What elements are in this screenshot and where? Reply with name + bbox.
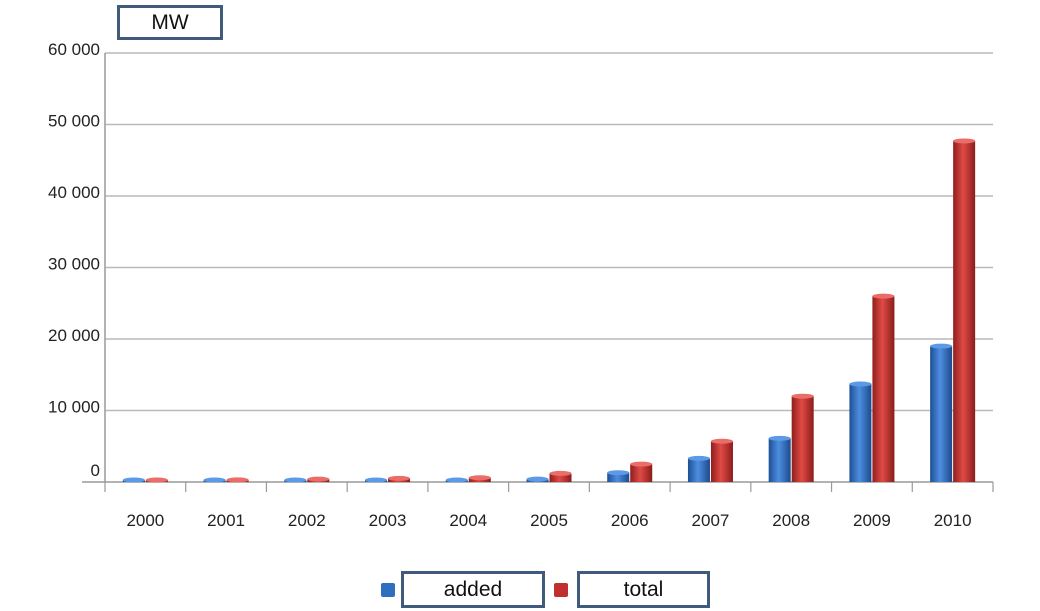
bar-added — [930, 343, 953, 482]
bar-total-cap — [145, 477, 168, 483]
x-tick-label: 2009 — [853, 511, 891, 530]
x-tick-label: 2007 — [692, 511, 730, 530]
bar-total — [791, 393, 814, 482]
x-tick-label: 2000 — [126, 511, 164, 530]
bar-added-body — [849, 384, 872, 482]
bar-total — [226, 477, 249, 483]
bar-added — [284, 477, 307, 483]
bar-added-cap — [445, 477, 468, 483]
bar-total-cap — [549, 470, 572, 476]
bar-added-cap — [526, 476, 549, 482]
bar-added — [607, 470, 630, 482]
bar-added — [122, 477, 145, 483]
bar-total-body — [872, 296, 895, 482]
x-tick-label: 2001 — [207, 511, 245, 530]
bar-total-body — [549, 473, 572, 482]
bar-added — [768, 435, 791, 482]
y-tick-label: 60 000 — [48, 40, 100, 59]
y-tick-label: 30 000 — [48, 255, 100, 274]
bar-total-cap — [791, 393, 814, 399]
bar-added — [365, 477, 388, 483]
bar-added-cap — [768, 435, 791, 441]
x-tick-label: 2002 — [288, 511, 326, 530]
gridlines — [105, 52, 993, 412]
bar-total — [630, 461, 653, 482]
bar-total-cap — [953, 138, 976, 144]
bar-added — [849, 381, 872, 482]
bar-total-cap — [307, 476, 330, 482]
bar-added — [445, 477, 468, 483]
y-tick-label: 0 — [91, 461, 100, 480]
y-tick-label: 50 000 — [48, 112, 100, 131]
x-tick-label: 2004 — [449, 511, 487, 530]
bar-added-cap — [687, 455, 710, 461]
bar-total-body — [953, 140, 976, 482]
y-tick-label: 20 000 — [48, 326, 100, 345]
bar-added — [526, 476, 549, 482]
bars — [122, 138, 976, 483]
bar-total-cap — [630, 461, 653, 467]
bar-added-cap — [930, 343, 953, 349]
bar-added-cap — [365, 477, 388, 483]
bar-total-cap — [468, 475, 491, 481]
x-tick-label: 2005 — [530, 511, 568, 530]
bar-total-cap — [710, 438, 733, 444]
bar-added-cap — [607, 470, 630, 476]
bar-added — [203, 477, 226, 483]
bar-total — [549, 470, 572, 482]
bar-total-cap — [872, 293, 895, 299]
bar-total-body — [710, 441, 733, 482]
x-tick-label: 2008 — [772, 511, 810, 530]
bar-added-body — [607, 472, 630, 482]
bar-added-body — [930, 346, 953, 482]
x-tick-label: 2003 — [369, 511, 407, 530]
bar-total — [145, 477, 168, 483]
x-tick-label: 2006 — [611, 511, 649, 530]
bar-added-cap — [122, 477, 145, 483]
bar-total-body — [791, 396, 814, 482]
bar-added-cap — [284, 477, 307, 483]
bar-total-body — [630, 464, 653, 482]
bar-added-body — [768, 438, 791, 482]
bar-total — [710, 438, 733, 482]
bar-total-cap — [226, 477, 249, 483]
y-tick-labels: 0 10 000 20 000 30 000 40 000 50 000 60 000 — [48, 40, 100, 480]
bar-added-cap — [203, 477, 226, 483]
legend-label-total: total — [577, 571, 710, 608]
bar-added — [687, 455, 710, 482]
bar-total — [468, 475, 491, 482]
y-tick-label: 10 000 — [48, 398, 100, 417]
bar-total — [953, 138, 976, 482]
bar-total — [388, 475, 411, 482]
y-axis-unit-label: MW — [117, 5, 223, 40]
bar-total — [872, 293, 895, 482]
legend-swatch-added — [381, 583, 395, 597]
bar-total-cap — [388, 475, 411, 481]
x-tick-label: 2010 — [934, 511, 972, 530]
x-tick-labels: 2000 2001 2002 2003 2004 2005 2006 2007 2008 2009… — [126, 511, 971, 530]
bar-added-body — [687, 458, 710, 482]
bar-added-cap — [849, 381, 872, 387]
y-tick-label: 40 000 — [48, 183, 100, 202]
legend-label-added: added — [401, 571, 545, 608]
bar-total — [307, 476, 330, 482]
legend-swatch-total — [554, 583, 568, 597]
